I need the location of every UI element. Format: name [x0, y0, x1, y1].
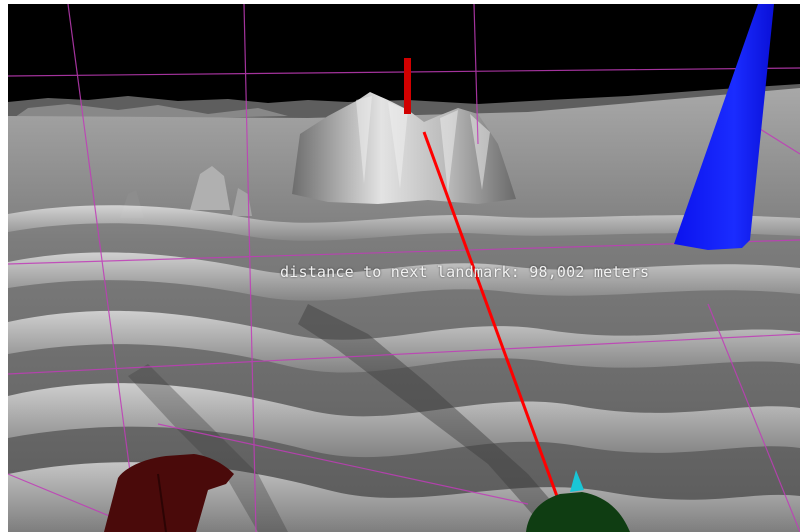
ridge-band-1	[8, 205, 800, 241]
left-controller-seam	[157, 473, 167, 532]
right-controller[interactable]	[526, 492, 630, 532]
distance-readout: distance to next landmark: 98,002 meters	[280, 263, 650, 281]
pointer-ray	[422, 131, 572, 532]
landmark-marker	[404, 58, 411, 114]
blue-beacon-beam	[674, 4, 774, 250]
ridge-band-2	[8, 252, 800, 301]
left-controller[interactable]	[104, 454, 234, 532]
ridge-band-3	[8, 310, 800, 373]
vr-viewport[interactable]: distance to next landmark: 98,002 meters	[8, 4, 800, 532]
valley-shadow	[298, 304, 578, 532]
ridge-band-4	[8, 383, 800, 458]
rock-spire-3	[232, 188, 252, 216]
mountain-highlights	[356, 96, 490, 194]
rock-spire-1	[190, 166, 230, 210]
terrain-scene[interactable]	[8, 4, 800, 532]
right-controller-tip	[570, 470, 584, 492]
grid-lines	[8, 4, 800, 532]
valley-shadow-2	[128, 364, 288, 532]
